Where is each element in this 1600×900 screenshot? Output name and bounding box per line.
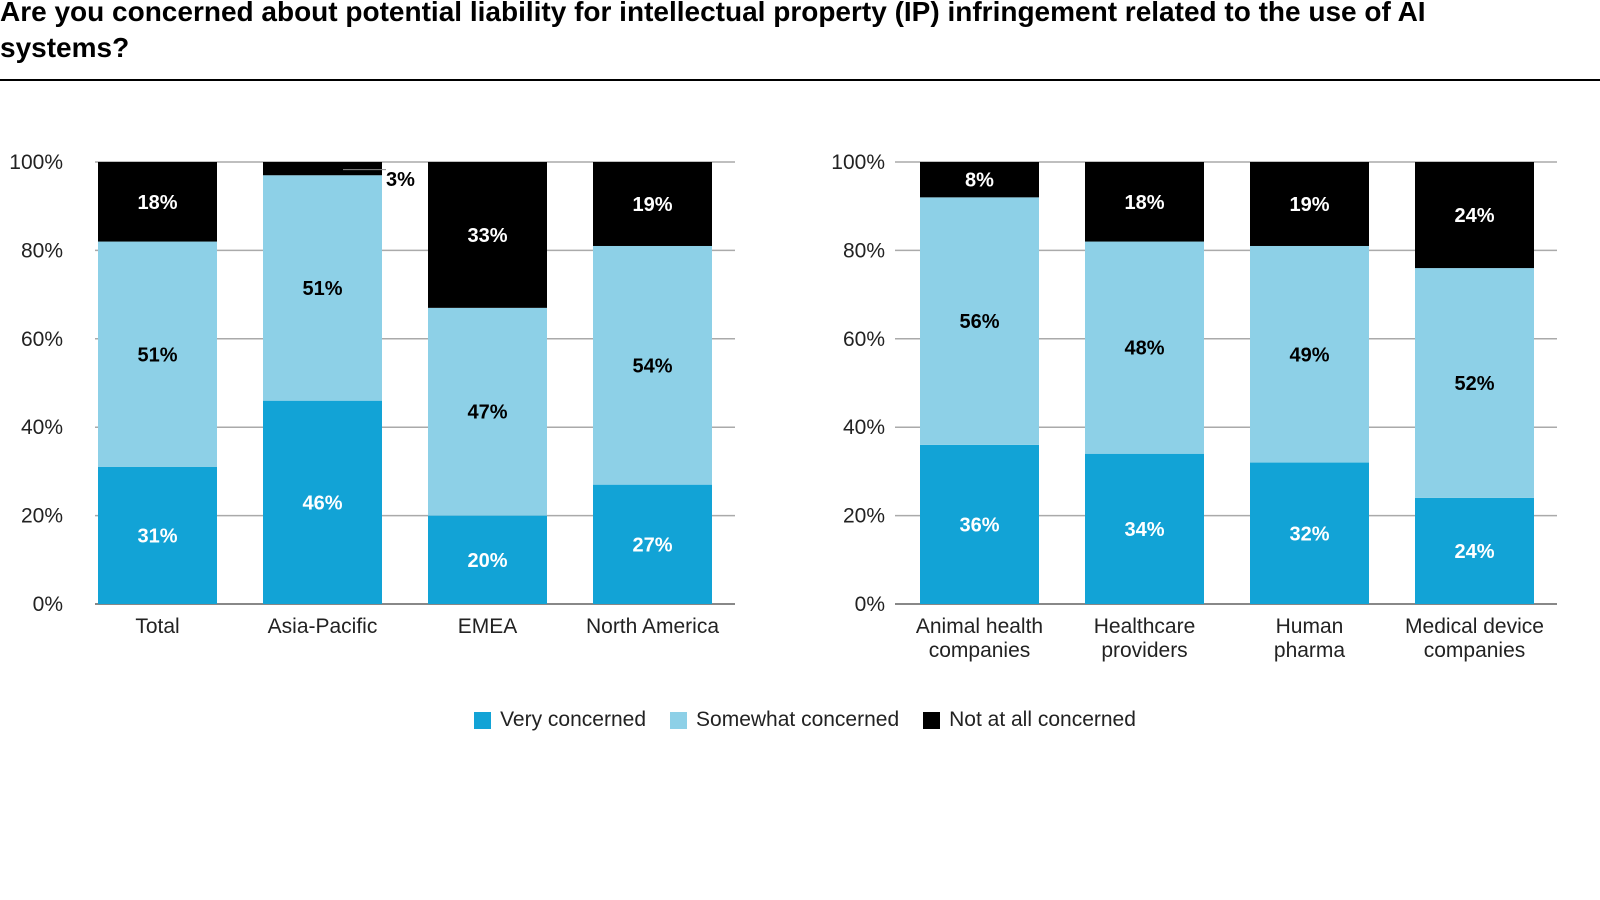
data-label: 31% xyxy=(137,525,177,547)
y-tick-label: 100% xyxy=(9,151,63,174)
legend-swatch xyxy=(923,711,941,729)
data-label: 19% xyxy=(1289,194,1329,216)
legend-item-somewhat: Somewhat concerned xyxy=(670,708,899,732)
data-label: 48% xyxy=(1124,338,1164,360)
y-tick-label: 40% xyxy=(21,416,63,439)
bar-segment xyxy=(1415,162,1534,269)
bar-segment xyxy=(920,197,1039,445)
data-label: 47% xyxy=(467,402,507,424)
bar-segment xyxy=(1250,462,1369,604)
bar-segment xyxy=(98,241,217,467)
legend-item-not-at-all: Not at all concerned xyxy=(923,708,1136,732)
data-label: 54% xyxy=(632,355,672,377)
data-label: 32% xyxy=(1289,523,1329,545)
legend-swatch xyxy=(670,711,688,729)
data-label: 24% xyxy=(1454,541,1494,563)
y-tick-label: 60% xyxy=(21,328,63,351)
data-label: 18% xyxy=(137,192,177,214)
bar-segment xyxy=(1085,453,1204,604)
bar-segment xyxy=(920,162,1039,198)
bar-segment xyxy=(263,400,382,604)
data-label: 33% xyxy=(467,225,507,247)
data-label: 20% xyxy=(467,550,507,572)
bar-segment xyxy=(428,162,547,308)
bar-segment xyxy=(593,484,712,604)
data-label: 36% xyxy=(959,514,999,536)
y-tick-label: 0% xyxy=(33,593,63,616)
y-tick-label: 40% xyxy=(843,416,885,439)
y-tick-label: 20% xyxy=(21,505,63,528)
y-tick-label: 60% xyxy=(843,328,885,351)
y-tick-label: 20% xyxy=(843,505,885,528)
bar-segment xyxy=(428,307,547,516)
data-label: 24% xyxy=(1454,205,1494,227)
x-category-label: Healthcare xyxy=(1094,615,1196,638)
bar-segment xyxy=(263,162,382,176)
title-divider xyxy=(0,79,1600,81)
data-label: 49% xyxy=(1289,344,1329,366)
y-tick-label: 0% xyxy=(855,593,885,616)
legend-label: Not at all concerned xyxy=(949,708,1136,731)
chart-title: Are you concerned about potential liabil… xyxy=(0,0,1426,63)
data-label: 19% xyxy=(632,194,672,216)
y-tick-label: 80% xyxy=(843,239,885,262)
data-label: 52% xyxy=(1454,373,1494,395)
data-label: 8% xyxy=(965,170,994,192)
x-category-label: pharma xyxy=(1274,639,1346,662)
bar-segment xyxy=(1250,245,1369,463)
data-label: 56% xyxy=(959,311,999,333)
bar-segment xyxy=(1085,162,1204,242)
bar-segment xyxy=(1085,241,1204,454)
data-label: 3% xyxy=(386,169,415,191)
bar-segment xyxy=(1415,268,1534,498)
bar-segment xyxy=(98,162,217,242)
data-label: 18% xyxy=(1124,192,1164,214)
bar-segment xyxy=(1250,162,1369,246)
x-category-label: providers xyxy=(1101,639,1187,662)
x-category-label: Animal health xyxy=(916,615,1043,638)
x-category-label: Total xyxy=(135,615,179,638)
x-category-label: companies xyxy=(1424,639,1526,662)
x-category-label: Medical device xyxy=(1405,615,1544,638)
data-label: 51% xyxy=(137,344,177,366)
x-category-label: Human xyxy=(1276,615,1344,638)
bar-segment xyxy=(593,245,712,485)
legend-swatch xyxy=(474,711,492,729)
bar-segment xyxy=(428,515,547,604)
bar-segment xyxy=(920,444,1039,604)
legend-label: Somewhat concerned xyxy=(696,708,900,731)
data-label: 27% xyxy=(632,534,672,556)
data-label: 46% xyxy=(302,492,342,514)
bar-segment xyxy=(263,175,382,401)
legend-item-very: Very concerned xyxy=(474,708,646,732)
legend-label: Very concerned xyxy=(500,708,647,731)
x-category-label: North America xyxy=(586,615,719,638)
y-tick-label: 100% xyxy=(831,151,885,174)
x-category-label: EMEA xyxy=(458,615,518,638)
bar-segment xyxy=(98,466,217,604)
bar-segment xyxy=(1415,497,1534,604)
legend: Very concerned Somewhat concerned Not at… xyxy=(0,708,1600,732)
bar-segment xyxy=(593,162,712,246)
y-tick-label: 80% xyxy=(21,239,63,262)
x-category-label: companies xyxy=(929,639,1031,662)
x-category-label: Asia-Pacific xyxy=(268,615,378,638)
data-label: 34% xyxy=(1124,519,1164,541)
data-label: 51% xyxy=(302,278,342,300)
